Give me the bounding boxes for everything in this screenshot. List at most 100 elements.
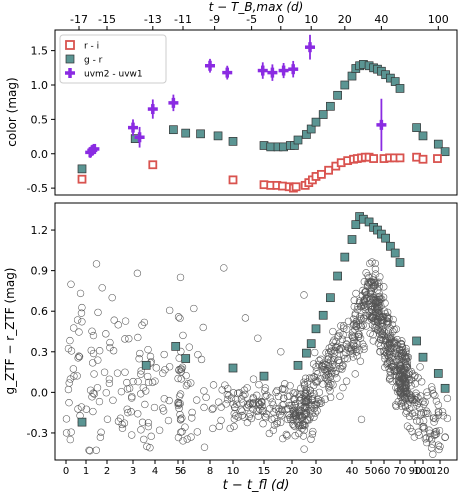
top-gr-point	[293, 135, 303, 145]
ztf-circle	[332, 337, 340, 346]
ztf-circle	[238, 407, 246, 415]
ztf-circle	[311, 348, 319, 357]
ztf-circle	[235, 389, 244, 397]
ztf-circle	[349, 321, 357, 329]
ztf-circle	[200, 387, 208, 395]
ztf-circle	[182, 371, 190, 380]
ztf-circle	[329, 327, 337, 336]
ztf-circle	[325, 373, 333, 381]
top-ri-point	[228, 175, 238, 185]
ztf-circle	[337, 322, 345, 330]
ztf-circle	[300, 445, 308, 453]
ztf-circle	[301, 406, 309, 414]
ztf-circle	[199, 323, 207, 332]
ztf-circle	[402, 361, 410, 370]
ztf-circle	[258, 402, 266, 410]
ztf-circle	[176, 314, 184, 322]
top-uv-point	[168, 94, 179, 112]
ztf-circle	[273, 419, 281, 428]
ztf-circle	[121, 317, 130, 325]
ztf-circle	[88, 327, 96, 335]
ztf-circle	[388, 377, 396, 385]
ztf-circle	[70, 324, 78, 332]
top-gr-point	[440, 147, 450, 157]
ztf-circle	[70, 372, 78, 380]
top-uv-point	[267, 64, 278, 81]
ztf-circle	[174, 401, 183, 410]
ztf-circle	[124, 408, 132, 417]
ztf-circle	[368, 258, 376, 266]
ztf-circle	[208, 405, 216, 414]
ztf-circle	[269, 426, 277, 434]
ztf-circle	[421, 398, 429, 406]
ztf-circle	[202, 393, 210, 402]
top-ri-point	[291, 182, 301, 192]
ztf-circle	[302, 393, 310, 401]
ztf-circle	[337, 344, 345, 353]
ztf-circle	[389, 315, 397, 324]
ztf-circle	[368, 321, 377, 329]
ztf-circle	[300, 291, 308, 299]
ztf-circle	[95, 347, 104, 355]
ztf-circle	[241, 390, 249, 399]
ztf-circle	[291, 422, 299, 431]
top-gr-point	[433, 139, 443, 149]
bottom-gr-point	[395, 258, 405, 267]
ztf-circle	[384, 347, 392, 355]
ztf-circle	[272, 388, 280, 396]
top-axis-title: t − T_B,max (d)	[209, 0, 304, 14]
top-tick-label: -15	[98, 13, 116, 26]
ztf-circle	[64, 344, 73, 353]
ztf-circle	[279, 434, 287, 443]
ztf-circle	[113, 369, 122, 377]
bottom-x-tick-label: 10	[227, 466, 240, 477]
ztf-circle	[423, 438, 431, 447]
bottom-gr-point	[259, 371, 269, 381]
ztf-circle	[135, 355, 143, 363]
bottom-gr-point	[318, 310, 328, 320]
ztf-circle	[261, 392, 270, 401]
ztf-circle	[176, 390, 185, 398]
ztf-circle	[383, 308, 392, 317]
ztf-circle	[427, 383, 436, 391]
top-uv-point	[278, 63, 289, 79]
ztf-circle	[369, 295, 377, 303]
top-y-axis-ticks: -0.5 0.0 0.5 1.0 1.5	[27, 45, 55, 195]
ztf-circle	[397, 389, 405, 397]
bottom-data-marks	[77, 212, 450, 427]
ztf-circle	[89, 359, 97, 367]
ztf-circle	[388, 338, 396, 346]
bottom-y-tick-label: -0.3	[27, 427, 48, 440]
ztf-circle	[89, 331, 98, 340]
ztf-circle	[359, 301, 367, 309]
ztf-circle	[349, 333, 357, 342]
ztf-circle	[422, 434, 431, 442]
ztf-circle	[431, 391, 439, 400]
ztf-circle	[160, 395, 168, 403]
bottom-x-tick-label: 120	[430, 466, 449, 477]
ztf-circle	[359, 340, 367, 348]
ztf-circle	[344, 317, 353, 326]
ztf-circle	[62, 415, 71, 423]
ztf-circle	[106, 338, 114, 347]
ztf-circle	[403, 363, 411, 371]
bottom-gr-point	[302, 348, 311, 358]
ztf-circle	[308, 430, 317, 438]
ztf-circle	[75, 353, 84, 361]
ztf-circle	[109, 347, 118, 355]
top-y-tick-label: 1.0	[31, 79, 49, 92]
top-y-tick-label: 0.5	[31, 113, 49, 126]
top-uv-point	[205, 58, 215, 73]
top-y-axis-label: color (mag)	[5, 77, 19, 146]
ztf-circle	[158, 404, 167, 412]
ztf-circle	[397, 354, 406, 362]
ztf-circle	[312, 378, 320, 387]
ztf-circle	[106, 343, 114, 352]
ztf-circle	[368, 273, 377, 281]
ztf-circle	[402, 409, 410, 417]
ztf-circle	[66, 336, 74, 345]
ztf-circle	[160, 350, 168, 359]
ztf-circle	[179, 331, 187, 340]
bottom-y-tick-label: 0.9	[31, 265, 49, 278]
ztf-circle	[185, 343, 193, 351]
